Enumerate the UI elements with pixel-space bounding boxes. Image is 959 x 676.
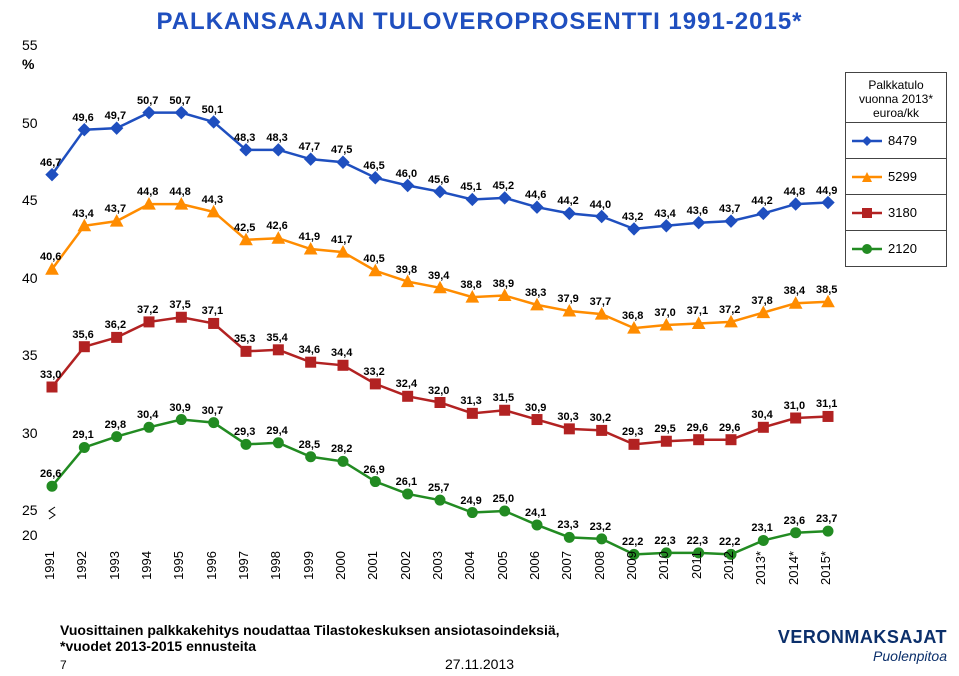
legend-label: 8479 [888,133,917,148]
brand-tagline: Puolenpitoa [778,648,947,664]
y-tick: 40 [22,270,38,286]
x-tick: 2015* [818,551,833,599]
legend-row: 2120 [846,231,946,266]
x-tick: 2008 [592,551,607,599]
x-tick: 1996 [204,551,219,599]
x-tick: 2006 [527,551,542,599]
legend-row: 5299 [846,159,946,195]
x-tick: 2014* [786,551,801,599]
y-tick: 50 [22,115,38,131]
x-tick: 2010 [656,551,671,599]
x-tick: 1992 [74,551,89,599]
x-tick: 1997 [236,551,251,599]
y-tick: 20 [22,527,38,543]
x-tick: 1994 [139,551,154,599]
x-tick: 2013* [753,551,768,599]
x-tick: 1993 [107,551,122,599]
legend-row: 8479 [846,123,946,159]
x-tick: 2004 [462,551,477,599]
x-tick: 2002 [398,551,413,599]
x-tick: 2005 [495,551,510,599]
y-tick: 45 [22,192,38,208]
legend-label: 2120 [888,241,917,256]
legend-label: 5299 [888,169,917,184]
legend-row: 3180 [846,195,946,231]
x-tick: 2009 [624,551,639,599]
x-tick: 2003 [430,551,445,599]
x-tick: 2007 [559,551,574,599]
x-tick: 2011 [689,551,704,599]
y-axis-unit: % [22,56,34,72]
y-tick: 35 [22,347,38,363]
y-tick: 30 [22,425,38,441]
footer-note: Vuosittainen palkkakehitys noudattaa Til… [60,622,560,654]
brand-name: VERONMAKSAJAT [778,627,947,648]
x-tick: 2001 [365,551,380,599]
legend-header: Palkkatulo vuonna 2013* euroa/kk [846,73,946,123]
legend-label: 3180 [888,205,917,220]
y-tick: 55 [22,37,38,53]
x-tick: 1998 [268,551,283,599]
x-tick: 2000 [333,551,348,599]
x-tick: 1995 [171,551,186,599]
y-tick: 25 [22,502,38,518]
x-tick: 1991 [42,551,57,599]
x-tick: 1999 [301,551,316,599]
legend: Palkkatulo vuonna 2013* euroa/kk 8479 529… [845,72,947,267]
x-tick: 2012 [721,551,736,599]
brand: VERONMAKSAJAT Puolenpitoa [778,627,947,664]
